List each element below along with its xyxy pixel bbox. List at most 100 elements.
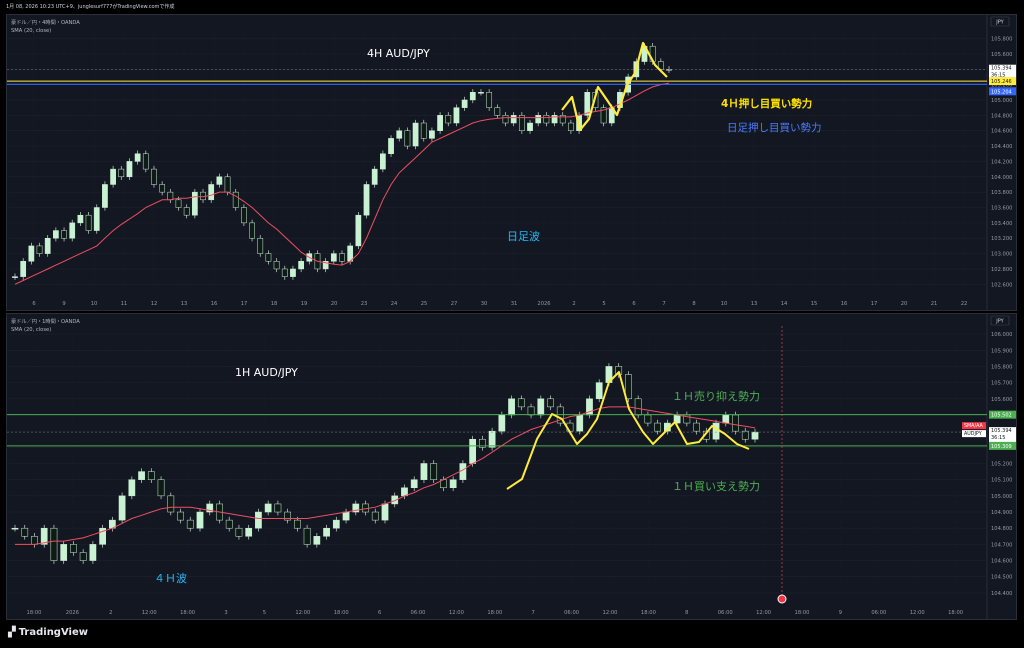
x-tick-label: 18:00 bbox=[487, 610, 502, 616]
currency-box bbox=[990, 16, 1010, 27]
y-tick-label: 105.600 bbox=[991, 52, 1012, 58]
price-scale bbox=[987, 314, 1016, 619]
x-tick-label: 13 bbox=[751, 301, 758, 307]
candle-body bbox=[159, 184, 166, 193]
x-tick-label: 9 bbox=[839, 610, 842, 616]
x-tick-label: 13 bbox=[181, 301, 188, 307]
y-tick-label: 104.600 bbox=[991, 129, 1012, 135]
x-tick-label: 14 bbox=[781, 301, 788, 307]
chart-background bbox=[7, 314, 1016, 619]
candle-body bbox=[60, 544, 68, 561]
y-tick-label: 103.800 bbox=[991, 190, 1012, 196]
candle-body bbox=[600, 107, 607, 124]
y-tick-label: 105.000 bbox=[991, 494, 1012, 500]
last-price-tag bbox=[989, 427, 1016, 443]
x-tick-label: 10 bbox=[721, 301, 728, 307]
candle-body bbox=[69, 222, 76, 239]
annotation-4h-buy: 4Ｈ押し目買い勢力 bbox=[721, 97, 812, 110]
x-tick-label: 30 bbox=[481, 301, 488, 307]
countdown-value: 36:15 bbox=[991, 73, 1005, 79]
x-tick-label: 18:00 bbox=[948, 610, 963, 616]
candle-body bbox=[175, 199, 182, 208]
candle-body bbox=[281, 268, 288, 277]
candle-body bbox=[147, 471, 155, 480]
candle-body bbox=[21, 527, 29, 537]
candle-body bbox=[28, 245, 35, 262]
y-tick-label: 105.800 bbox=[991, 37, 1012, 43]
x-tick-label: 15 bbox=[811, 301, 818, 307]
candle-body bbox=[693, 422, 700, 432]
wave-drawing bbox=[561, 41, 668, 132]
candle-body bbox=[294, 519, 301, 529]
candle-body bbox=[167, 495, 175, 513]
y-tick-label: 105.900 bbox=[991, 348, 1012, 354]
y-tick-label: 105.600 bbox=[991, 397, 1012, 403]
y-tick-label: 104.600 bbox=[991, 559, 1012, 565]
chart-4h-canvas[interactable]: 105.800105.600105.400105.200105.000104.8… bbox=[7, 15, 1017, 311]
x-tick-label: 31 bbox=[511, 301, 518, 307]
x-tick-label: 9 bbox=[62, 301, 65, 307]
symbol-label: 豪ドル／円・1時間・OANDA bbox=[11, 317, 80, 325]
candle-body bbox=[313, 536, 321, 545]
chart-header: 1月 08, 2026 10:23 UTC+9、junglesurf777がTr… bbox=[0, 0, 1024, 14]
brand-logo[interactable]: ▞ TradingView bbox=[8, 627, 88, 638]
candle-body bbox=[371, 168, 378, 185]
x-tick-label: 17 bbox=[241, 301, 248, 307]
candle-body bbox=[410, 479, 418, 489]
candle-body bbox=[151, 168, 157, 185]
candle-body bbox=[380, 153, 386, 170]
y-tick-label: 103.000 bbox=[991, 252, 1012, 258]
candle-body bbox=[527, 406, 535, 416]
event-marker-icon bbox=[777, 594, 787, 604]
candle-body bbox=[547, 398, 554, 408]
candle-body bbox=[510, 115, 517, 124]
x-tick-label: 18 bbox=[271, 301, 278, 307]
candle-body bbox=[595, 382, 603, 400]
candle-body bbox=[20, 261, 27, 277]
x-tick-label: 16 bbox=[211, 301, 218, 307]
y-tick-label: 105.200 bbox=[991, 83, 1012, 89]
y-tick-label: 103.200 bbox=[991, 236, 1012, 242]
sma-tag bbox=[962, 422, 986, 430]
candle-body bbox=[498, 414, 506, 432]
y-tick-label: 104.000 bbox=[991, 175, 1012, 181]
panel-1h[interactable]: 106.000 105.900 105.800 105.700 105.600 105.5… bbox=[6, 313, 1017, 620]
price-scale bbox=[987, 15, 1016, 310]
annotation-4h-wave: ４Ｈ波 bbox=[154, 572, 187, 585]
candle-body bbox=[142, 153, 149, 170]
candle-body bbox=[128, 479, 136, 497]
x-tick-label: 18:00 bbox=[795, 610, 810, 616]
candle-body bbox=[449, 479, 457, 489]
candle-body bbox=[518, 115, 525, 131]
candle-body bbox=[488, 430, 496, 448]
x-tick-label: 24 bbox=[391, 301, 398, 307]
y-tick-label: 104.200 bbox=[991, 159, 1012, 165]
candle-body bbox=[654, 422, 661, 432]
chart-1h-canvas[interactable]: 106.000 105.900 105.800 105.700 105.600 105.5… bbox=[7, 314, 1017, 620]
candle-body bbox=[559, 115, 566, 124]
tradingview-logo-icon: ▞ bbox=[8, 627, 16, 638]
x-tick-label: 18:00 bbox=[334, 610, 349, 616]
candle-body bbox=[741, 430, 749, 440]
candle-body bbox=[257, 237, 264, 254]
x-tick-label: 06:00 bbox=[564, 610, 579, 616]
x-tick-label: 12:00 bbox=[910, 610, 925, 616]
candle-body bbox=[70, 544, 77, 553]
candle-body bbox=[330, 253, 337, 262]
candle-body bbox=[644, 414, 652, 424]
annotation-daily-buy: 日足押し目買い勢力 bbox=[727, 121, 822, 134]
candle-body bbox=[274, 503, 282, 513]
x-tick-label: 2 bbox=[572, 301, 575, 307]
countdown-value: 36:15 bbox=[991, 435, 1005, 441]
y-tick-label: 105.200 bbox=[991, 462, 1012, 468]
candle-body bbox=[216, 176, 223, 185]
candle-body bbox=[118, 168, 125, 178]
x-tick-label: 19 bbox=[301, 301, 308, 307]
candle-body bbox=[264, 503, 272, 513]
sma-line bbox=[15, 406, 756, 545]
x-tick-label: 2026 bbox=[66, 610, 79, 616]
candle-body bbox=[99, 527, 106, 545]
candle-body bbox=[40, 527, 48, 545]
panel-4h[interactable]: 105.800105.600105.400105.200105.000104.8… bbox=[6, 14, 1017, 311]
candle-body bbox=[303, 527, 311, 545]
